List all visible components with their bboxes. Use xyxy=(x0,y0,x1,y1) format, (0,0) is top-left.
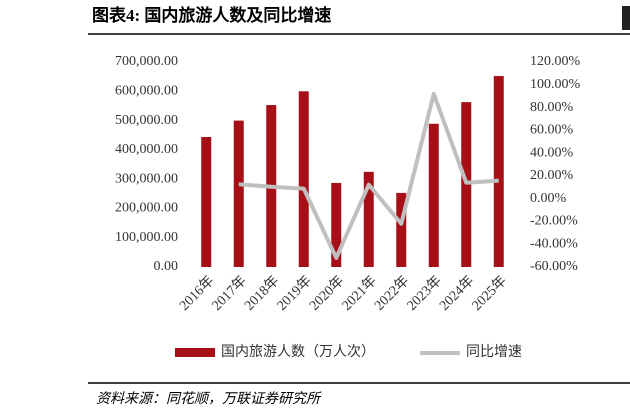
legend-label: 国内旅游人数（万人次） xyxy=(221,344,375,360)
x-tick-label: 2021年 xyxy=(339,273,380,314)
legend-label: 同比增速 xyxy=(466,344,522,360)
bar xyxy=(428,123,439,268)
corner-block xyxy=(622,6,630,30)
x-tick-label: 2022年 xyxy=(371,273,412,314)
x-tick-label: 2017年 xyxy=(209,273,250,314)
y2-tick-label: -60.00% xyxy=(530,259,578,274)
y2-tick-label: -20.00% xyxy=(530,214,578,229)
chart-title: 图表4: 国内旅游人数及同比增速 xyxy=(92,5,331,25)
y2-tick-label: 80.00% xyxy=(530,100,574,115)
y-tick-label: 700,000.00 xyxy=(115,54,178,69)
x-tick-label: 2016年 xyxy=(176,273,217,314)
y-tick-label: 600,000.00 xyxy=(115,84,178,99)
legend-swatch xyxy=(175,348,215,357)
y-tick-label: 100,000.00 xyxy=(115,230,178,245)
y-tick-label: 0.00 xyxy=(154,259,179,274)
y2-tick-label: 40.00% xyxy=(530,145,574,160)
bar xyxy=(298,91,309,268)
bar xyxy=(331,182,342,267)
x-tick-label: 2020年 xyxy=(306,273,347,314)
bar xyxy=(493,76,504,267)
y2-tick-label: 0.00% xyxy=(530,191,567,206)
x-tick-label: 2019年 xyxy=(274,273,315,314)
x-tick-label: 2023年 xyxy=(404,273,445,314)
y2-tick-label: 20.00% xyxy=(530,168,574,183)
y2-tick-label: -40.00% xyxy=(530,236,578,251)
source-note: 资料来源：同花顺，万联证券研究所 xyxy=(96,391,322,407)
y2-tick-label: 100.00% xyxy=(530,77,581,92)
y-tick-label: 400,000.00 xyxy=(115,142,178,157)
y2-tick-label: 60.00% xyxy=(530,123,574,138)
x-tick-label: 2018年 xyxy=(241,273,282,314)
y-tick-label: 500,000.00 xyxy=(115,113,178,128)
bar xyxy=(396,192,407,267)
y2-tick-label: 120.00% xyxy=(530,54,581,69)
line-series xyxy=(238,91,499,260)
x-tick-label: 2025年 xyxy=(469,273,510,314)
y-tick-label: 200,000.00 xyxy=(115,201,178,216)
bar xyxy=(363,171,374,267)
y-tick-label: 300,000.00 xyxy=(115,171,178,186)
bar xyxy=(201,136,212,267)
bar xyxy=(233,120,244,267)
x-tick-label: 2024年 xyxy=(436,273,477,314)
